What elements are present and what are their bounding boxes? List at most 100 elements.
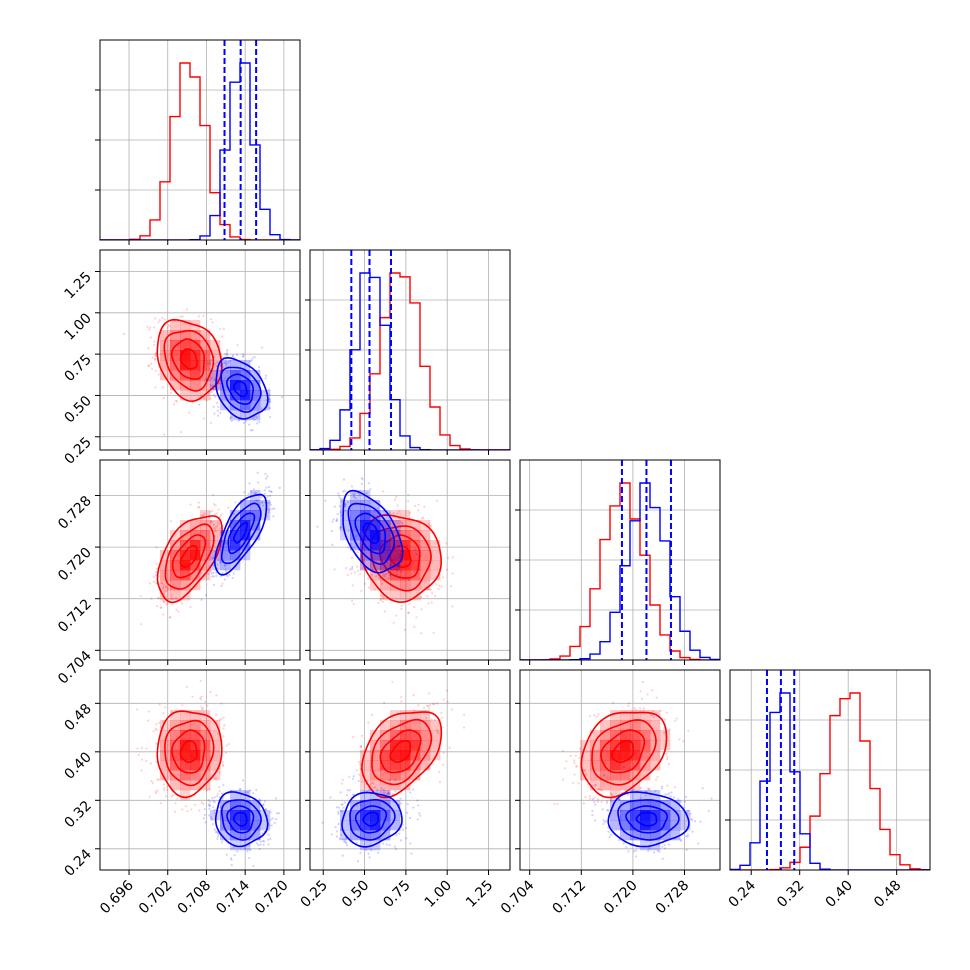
density-bin: [370, 540, 381, 551]
density-bin: [660, 810, 671, 821]
scatter-point: [345, 842, 348, 845]
scatter-point: [388, 564, 392, 567]
scatter-point: [248, 482, 251, 485]
histogram-panel-2: [515, 459, 721, 665]
scatter-point: [158, 703, 161, 706]
scatter-point: [212, 571, 215, 575]
scatter-point: [260, 346, 264, 349]
density-bin: [230, 820, 241, 831]
density-bin: [610, 750, 621, 761]
scatter-point: [208, 379, 211, 382]
scatter-point: [352, 775, 355, 778]
contour-series-0: [164, 523, 215, 590]
scatter-point: [674, 719, 677, 722]
density-bin: [400, 720, 411, 731]
scatter-panel-0-2: 0.704 0.712 0.720 0.728: [55, 459, 301, 688]
scatter-point: [213, 378, 216, 381]
scatter-point: [145, 759, 148, 763]
scatter-point: [435, 582, 438, 586]
density-bin: [360, 800, 371, 811]
density-bin: [250, 530, 261, 541]
scatter-point: [330, 833, 333, 836]
scatter-point: [593, 784, 597, 787]
density-bin: [340, 820, 351, 831]
density-bin: [200, 520, 211, 531]
scatter-point: [210, 369, 213, 372]
scatter-point: [401, 522, 404, 525]
scatter-point: [253, 492, 256, 495]
scatter-point: [137, 753, 140, 756]
y-tick-label: 0.24: [61, 846, 94, 879]
scatter-point: [206, 362, 209, 365]
density-bin: [390, 540, 401, 551]
scatter-panel-0-3: 0.24 0.32 0.40 0.48 0.696 0.702 0.708 0.714 0.72…: [61, 669, 301, 917]
density-bin: [260, 400, 271, 411]
scatter-point: [416, 818, 419, 821]
scatter-point: [412, 788, 415, 791]
y-tick-label: 0.712: [55, 596, 95, 636]
density-bin: [180, 770, 191, 781]
scatter-point: [209, 363, 212, 366]
scatter-point: [199, 696, 202, 700]
scatter-point: [398, 517, 401, 520]
scatter-point: [340, 500, 344, 503]
scatter-point: [345, 844, 348, 847]
scatter-point: [174, 399, 177, 403]
scatter-point: [448, 746, 451, 749]
scatter-point: [147, 364, 150, 368]
contour-series-1: [342, 489, 404, 574]
density-bin: [610, 760, 621, 771]
density-bin: [660, 800, 671, 811]
scatter-point: [214, 777, 218, 780]
scatter-point: [270, 490, 273, 494]
axes-frame: [519, 669, 721, 871]
density-bin: [390, 540, 401, 551]
scatter-point: [661, 857, 664, 860]
scatter-point: [332, 518, 335, 521]
density-bin: [210, 720, 221, 731]
scatter-point: [148, 795, 151, 798]
scatter-point: [248, 843, 251, 847]
scatter-point: [563, 767, 566, 770]
scatter-point: [249, 789, 252, 792]
scatter-point: [266, 508, 269, 511]
density-bin: [210, 520, 221, 531]
scatter-point: [361, 734, 364, 737]
scatter-point: [270, 824, 273, 827]
scatter-point: [218, 381, 221, 385]
scatter-point: [216, 522, 219, 525]
scatter-point: [223, 361, 226, 365]
scatter-point: [402, 828, 405, 831]
scatter-point: [370, 848, 373, 852]
density-bin: [410, 560, 421, 571]
scatter-point: [251, 357, 254, 360]
scatter-point: [151, 367, 154, 370]
scatter-point: [627, 850, 630, 853]
scatter-point: [391, 793, 394, 796]
density-bin: [370, 790, 381, 801]
density-bin: [420, 730, 431, 741]
density-bin: [220, 400, 231, 411]
scatter-point: [395, 573, 398, 576]
scatter-point: [194, 803, 197, 806]
scatter-point: [352, 492, 355, 495]
density-bin: [600, 780, 611, 791]
scatter-point: [157, 321, 160, 324]
scatter-point: [666, 793, 669, 796]
scatter-point: [408, 578, 411, 582]
density-bin: [630, 800, 641, 811]
density-bin: [420, 580, 431, 591]
scatter-point: [387, 572, 390, 575]
scatter-point: [218, 771, 221, 774]
scatter-points-0: [139, 493, 237, 626]
contour-series-1: [354, 512, 386, 555]
scatter-point: [561, 749, 565, 752]
density-bin: [630, 820, 641, 831]
scatter-point: [338, 837, 341, 840]
density-bin: [190, 570, 201, 581]
scatter-point: [316, 525, 319, 528]
scatter-panel-0-1: 0.25 0.50 0.75 1.00 1.25: [61, 249, 301, 468]
density-bin: [380, 550, 391, 561]
scatter-point: [608, 836, 611, 839]
scatter-point: [238, 418, 241, 421]
